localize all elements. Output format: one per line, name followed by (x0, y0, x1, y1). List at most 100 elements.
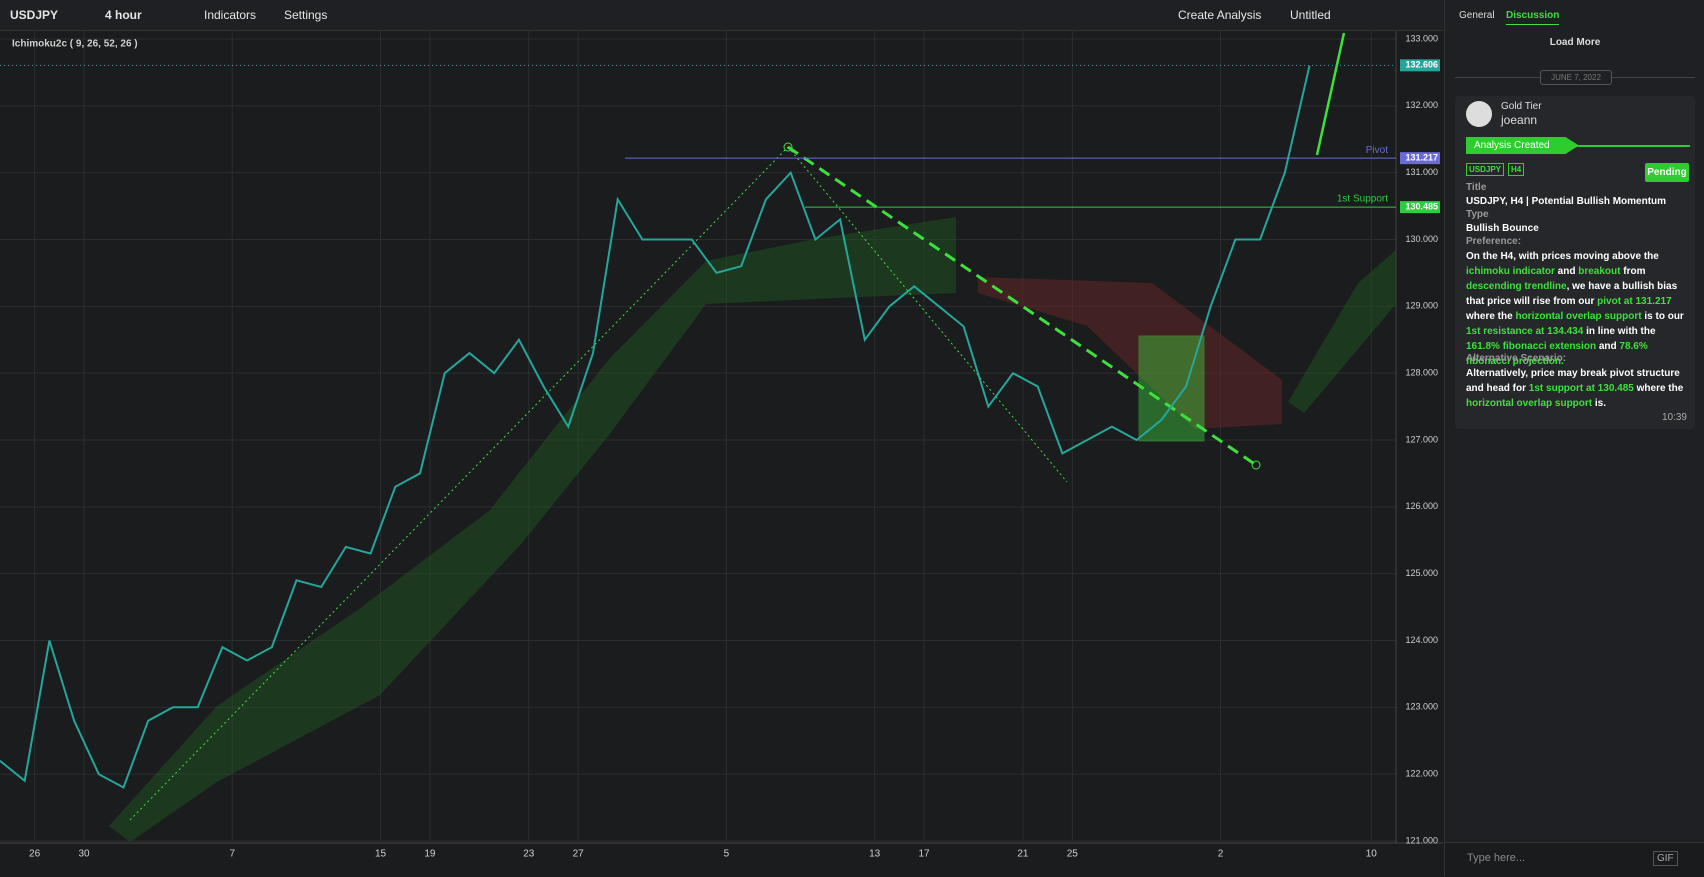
cloud (978, 277, 1282, 429)
highlight: 1st resistance at 134.434 (1466, 326, 1584, 337)
tag: USDJPY (1466, 163, 1505, 176)
y-tick-label: 124.000 (1405, 635, 1438, 645)
y-tick-label: 121.000 (1405, 835, 1438, 845)
highlight: 78.6% fibonacci projection. (1466, 341, 1648, 367)
x-tick-label: 2 (1218, 849, 1224, 860)
side-panel: General Discussion Load More JUNE 7, 202… (1444, 0, 1704, 877)
text-run: is to our (1641, 311, 1684, 322)
x-tick-label: 23 (523, 849, 535, 860)
text-run: On the H4, with prices moving above the (1466, 251, 1659, 262)
price-chip (1400, 201, 1440, 214)
settings-button[interactable]: Settings (284, 8, 328, 22)
x-tick-label: 17 (919, 849, 931, 860)
price-chip-label: 131.217 (1405, 153, 1438, 163)
x-tick-label: 10 (1366, 849, 1378, 860)
handle (1251, 460, 1261, 470)
y-tick-label: 133.000 (1405, 33, 1438, 43)
text-run: from (1620, 266, 1646, 277)
gif-button[interactable]: GIF (1653, 851, 1678, 866)
x-tick-label: 25 (1067, 849, 1079, 860)
tags: USDJPY H4 (1466, 163, 1528, 176)
status-banner: Analysis Created (1466, 137, 1579, 154)
y-tick-label: 126.000 (1405, 501, 1438, 511)
create-analysis-button[interactable]: Create Analysis (1178, 8, 1262, 22)
projection-line (1315, 32, 1346, 156)
y-tick-label: 132.000 (1405, 100, 1438, 110)
tag: H4 (1508, 163, 1525, 176)
level-name: 1st Support (1337, 194, 1388, 205)
field-label: Alternative Scenario: (1466, 353, 1567, 364)
y-tick-label: 127.000 (1405, 434, 1438, 444)
price-chip (1400, 152, 1440, 165)
avatar (1466, 101, 1492, 127)
layout-name[interactable]: Untitled (1290, 8, 1331, 22)
highlight: descending trendline (1466, 281, 1567, 292)
pending-badge: Pending (1645, 163, 1689, 182)
y-tick-label: 123.000 (1405, 702, 1438, 712)
x-tick-label: 30 (78, 849, 90, 860)
text-run: where the (1633, 383, 1684, 394)
x-tick-label: 27 (573, 849, 585, 860)
x-tick-label: 13 (869, 849, 881, 860)
symbol[interactable]: USDJPY (10, 8, 59, 22)
chart: Ichimoku2c ( 9, 26, 52, 26 ) 121.000 122.… (0, 31, 1443, 860)
message-input[interactable]: Type here... (1467, 852, 1526, 864)
y-tick-label: 131.000 (1405, 167, 1438, 177)
x-tick-label: 15 (375, 849, 387, 860)
field-label: Type (1466, 209, 1489, 220)
y-tick-label: 125.000 (1405, 568, 1438, 578)
text-run: Alternatively, price may break pivot str… (1466, 368, 1680, 394)
highlight: 1st support at 130.485 (1528, 383, 1634, 394)
handle (783, 142, 793, 152)
indicators-button[interactable]: Indicators (204, 8, 257, 22)
text-run: in line with the (1583, 326, 1656, 337)
alternative-text: Alternatively, price may break pivot str… (1466, 366, 1688, 411)
target-box (1138, 335, 1205, 442)
y-tick-label: 128.000 (1405, 368, 1438, 378)
highlight: ichimoku indicator (1466, 266, 1555, 277)
cloud (109, 217, 956, 842)
tier: Gold Tier (1501, 101, 1542, 112)
load-more[interactable]: Load More (1549, 37, 1601, 48)
field-label: Title (1466, 182, 1487, 193)
tab[interactable]: General (1459, 10, 1495, 21)
x-tick-label: 19 (424, 849, 436, 860)
field-label: Preference: (1466, 236, 1522, 247)
timestamp: 10:39 (1661, 412, 1687, 423)
highlight: pivot at 131.217 (1597, 296, 1672, 307)
text-run: is. (1592, 398, 1607, 409)
price-chip-label: 130.485 (1405, 201, 1438, 211)
x-tick-label: 7 (229, 849, 235, 860)
interval[interactable]: 4 hour (105, 8, 142, 22)
x-tick-label: 5 (724, 849, 730, 860)
highlight: breakout (1578, 266, 1621, 277)
tab-active[interactable]: Discussion (1506, 10, 1560, 25)
x-tick-label: 26 (29, 849, 41, 860)
input-bar (1445, 842, 1704, 877)
y-tick-label: 129.000 (1405, 301, 1438, 311)
analysis-type: Bullish Bounce (1466, 223, 1539, 234)
price-chip-label: 132.606 (1405, 60, 1438, 70)
indicator-label: Ichimoku2c ( 9, 26, 52, 26 ) (12, 39, 138, 50)
trendline (129, 146, 789, 821)
analysis-title: USDJPY, H4 | Potential Bullish Momentum (1466, 196, 1667, 207)
price-chip (1400, 59, 1440, 72)
text-run: where the (1466, 311, 1516, 322)
text-run: and (1554, 266, 1579, 277)
preference-text: On the H4, with prices moving above the … (1466, 249, 1688, 369)
toolbar (0, 0, 1443, 31)
trendline (787, 146, 1068, 483)
date: JUNE 7, 2022 (1540, 70, 1612, 85)
y-tick-label: 130.000 (1405, 234, 1438, 244)
highlight: 161.8% fibonacci extension (1466, 341, 1597, 352)
y-tick-label: 122.000 (1405, 769, 1438, 779)
status-line (1575, 145, 1690, 147)
highlight: horizontal overlap support (1466, 398, 1593, 409)
x-tick-label: 21 (1017, 849, 1029, 860)
username: joeann (1501, 113, 1538, 127)
level-name: Pivot (1366, 145, 1388, 156)
price-line (0, 65, 1311, 789)
text-run: and (1596, 341, 1620, 352)
cloud (1288, 250, 1396, 413)
